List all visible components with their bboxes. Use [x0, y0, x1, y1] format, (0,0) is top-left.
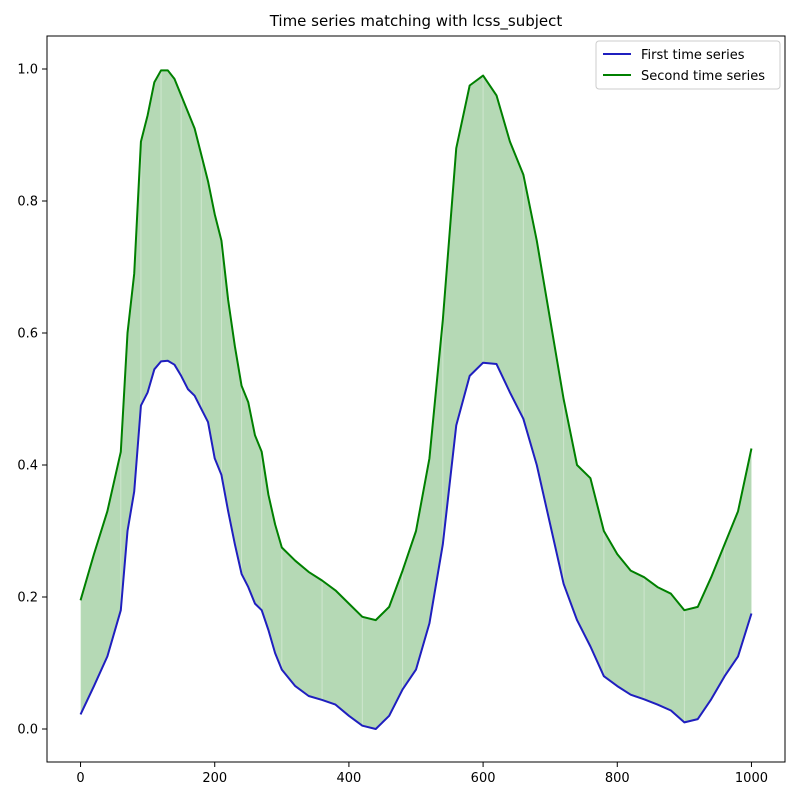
y-tick-label: 0.8: [17, 195, 38, 210]
plot-frame: [46, 35, 786, 763]
legend-label-second: Second time series: [641, 69, 765, 84]
x-tick-label: 600: [471, 771, 496, 786]
series-line-first: [79, 359, 753, 730]
fill-between-area: [80, 70, 752, 729]
legend-box: [595, 40, 781, 90]
legend-label-first: First time series: [641, 48, 745, 63]
x-tick-label: 1000: [735, 771, 768, 786]
x-tick-label: 400: [336, 771, 361, 786]
y-tick-label: 0.2: [17, 591, 38, 606]
y-tick-label: 1.0: [17, 63, 38, 78]
y-tick-label: 0.6: [17, 327, 38, 342]
y-axis: 0.0 0.2 0.4 0.6 0.8 1.0: [17, 63, 47, 738]
chart-title: Time series matching with lcss_subject: [269, 12, 563, 31]
x-axis: 0 200 400 600 800 1000: [76, 762, 768, 786]
series-line-second: [79, 69, 753, 622]
y-tick-label: 0.4: [17, 459, 38, 474]
y-tick-label: 0.0: [17, 723, 38, 738]
x-tick-label: 0: [76, 771, 84, 786]
plot-area: [79, 69, 753, 730]
x-tick-label: 800: [605, 771, 630, 786]
x-tick-label: 200: [202, 771, 227, 786]
legend: First time series Second time series: [595, 40, 781, 90]
